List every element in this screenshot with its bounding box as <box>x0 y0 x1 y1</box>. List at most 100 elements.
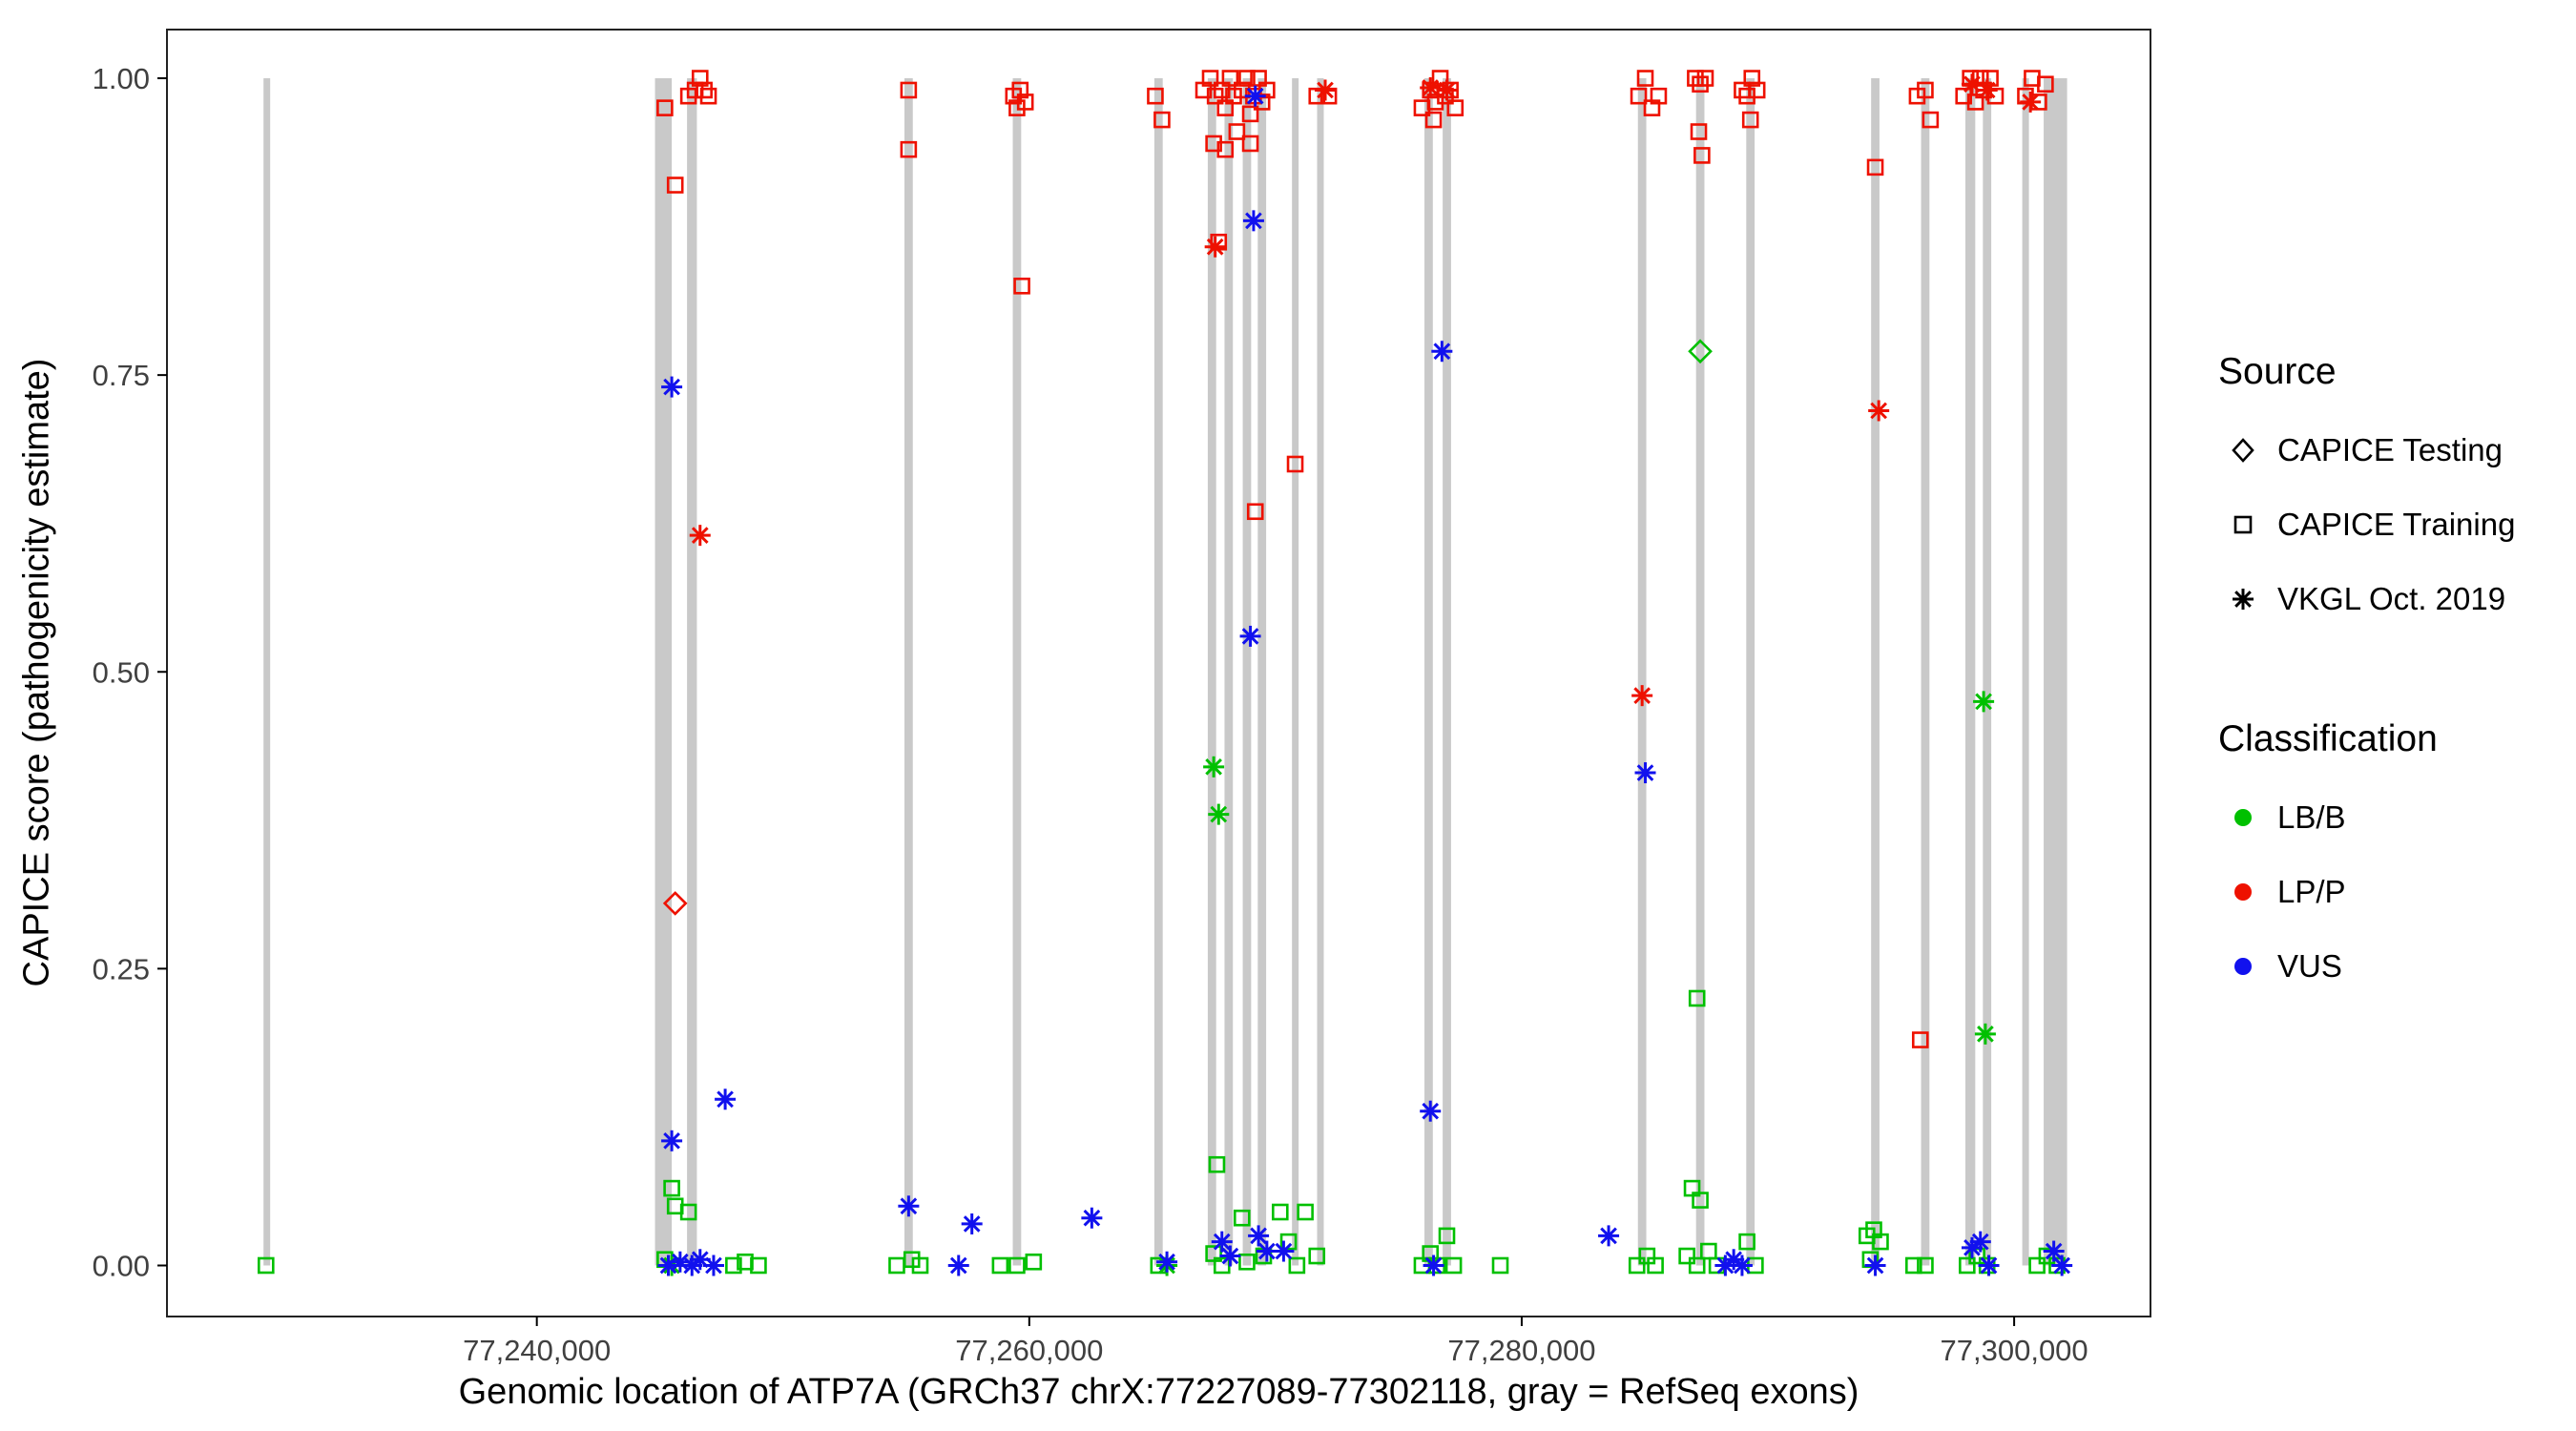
marker-square <box>1692 1192 1709 1209</box>
y-tick-label: 1.00 <box>93 62 150 95</box>
marker-asterisk <box>1868 400 1890 422</box>
marker-asterisk <box>1273 1240 1295 1262</box>
marker-asterisk <box>1631 685 1653 707</box>
marker-square <box>663 1179 680 1197</box>
exon-bar <box>263 78 271 1266</box>
legend-item-capice-training: CAPICE Training <box>2218 487 2515 562</box>
legend: Source CAPICE Testing CAPICE Training <box>2218 351 2515 1004</box>
marker-asterisk <box>1420 76 1442 98</box>
x-axis-title: Genomic location of ATP7A (GRCh37 chrX:7… <box>458 1372 1859 1412</box>
marker-diamond <box>662 891 688 916</box>
marker-square <box>1690 123 1708 140</box>
legend-classification-label: VUS <box>2277 947 2342 984</box>
exon-bar <box>1965 78 1976 1266</box>
marker-asterisk <box>702 1255 724 1276</box>
legend-item-lpp: LP/P <box>2218 855 2515 929</box>
marker-square <box>1866 158 1884 176</box>
marker-square <box>1424 111 1443 129</box>
marker-square <box>750 1256 767 1275</box>
marker-asterisk <box>1731 1255 1753 1276</box>
marker-square <box>1628 1256 1646 1275</box>
y-tick-label: 0.25 <box>93 952 150 985</box>
marker-asterisk <box>2043 1240 2065 1262</box>
marker-square <box>1688 1256 1706 1275</box>
exon-bar <box>654 78 673 1266</box>
marker-asterisk <box>1973 691 1995 713</box>
marker-square <box>1917 1256 1934 1275</box>
exon-bar <box>2022 78 2029 1266</box>
marker-square <box>1438 1227 1456 1245</box>
y-axis: 0.00 0.25 0.50 0.75 1.00 <box>93 62 167 1282</box>
legend-item-capice-testing: CAPICE Testing <box>2218 413 2515 487</box>
marker-square <box>1025 1253 1043 1271</box>
exon-bar <box>1292 78 1299 1266</box>
marker-asterisk <box>2020 91 2042 113</box>
marker-asterisk <box>898 1195 920 1217</box>
marker-square <box>1241 105 1259 123</box>
marker-asterisk <box>1081 1207 1103 1229</box>
marker-asterisk <box>1634 762 1656 784</box>
asterisk-icon <box>2233 588 2254 610</box>
marker-asterisk <box>689 525 711 547</box>
dot-icon-vus <box>2234 957 2252 975</box>
marker-asterisk <box>1974 1023 1996 1045</box>
marker-square <box>1748 81 1766 99</box>
marker-square <box>1446 99 1465 116</box>
legend-source: Source CAPICE Testing CAPICE Training <box>2218 351 2515 636</box>
square-icon <box>2233 515 2253 534</box>
marker-asterisk <box>1436 79 1458 101</box>
marker-square <box>900 140 918 158</box>
diamond-icon <box>2232 437 2254 463</box>
marker-asterisk <box>1219 1245 1241 1267</box>
x-tick-label: 77,280,000 <box>1447 1334 1595 1367</box>
marker-square <box>1241 135 1259 153</box>
marker-asterisk <box>1315 79 1337 101</box>
marker-asterisk <box>1598 1225 1620 1247</box>
marker-square <box>1271 1203 1289 1221</box>
legend-classification-label: LB/B <box>2277 798 2346 835</box>
legend-classification-title: Classification <box>2218 717 2438 759</box>
marker-square <box>1693 147 1711 164</box>
marker-square <box>1743 70 1761 87</box>
exon-bar <box>1637 78 1647 1266</box>
marker-asterisk <box>1431 341 1453 363</box>
marker-square <box>725 1256 742 1275</box>
marker-square <box>1636 70 1654 87</box>
y-axis-title: CAPICE score (pathogenicity estimate) <box>16 358 57 987</box>
marker-square <box>911 1256 929 1275</box>
marker-square <box>1647 1256 1664 1275</box>
marker-square <box>1959 1256 1976 1275</box>
marker-square <box>656 99 674 116</box>
exon-bar <box>904 78 913 1266</box>
exon-bar <box>1983 78 1992 1266</box>
exon-bar <box>1257 78 1267 1266</box>
marker-square <box>1688 989 1706 1007</box>
marker-square <box>1238 1253 1256 1271</box>
legend-item-vus: VUS <box>2218 929 2515 1004</box>
marker-square <box>1208 1155 1226 1173</box>
exon-bar <box>1153 78 1163 1266</box>
marker-square <box>1297 1203 1314 1221</box>
marker-square <box>1013 278 1030 295</box>
marker-asterisk <box>1244 85 1266 107</box>
legend-classification: Classification LB/B LP/P VUS <box>2218 718 2515 1004</box>
marker-asterisk <box>1248 1225 1270 1247</box>
marker-asterisk <box>1978 1255 2000 1276</box>
marker-square <box>1011 81 1029 99</box>
marker-square <box>1153 111 1171 129</box>
marker-asterisk <box>947 1255 969 1276</box>
exon-bar <box>1242 78 1252 1266</box>
marker-square <box>1911 1031 1929 1048</box>
marker-square <box>1238 70 1256 87</box>
marker-square <box>1872 1233 1889 1251</box>
dot-icon-lbb <box>2234 808 2252 826</box>
marker-square <box>1905 1256 1922 1275</box>
marker-square <box>1286 455 1304 473</box>
marker-asterisk <box>1203 756 1225 778</box>
marker-square <box>1246 503 1264 521</box>
panel-border <box>166 29 2151 1317</box>
exon-bar <box>1207 78 1216 1266</box>
series-capice-testing-lb-b <box>1688 339 1713 364</box>
